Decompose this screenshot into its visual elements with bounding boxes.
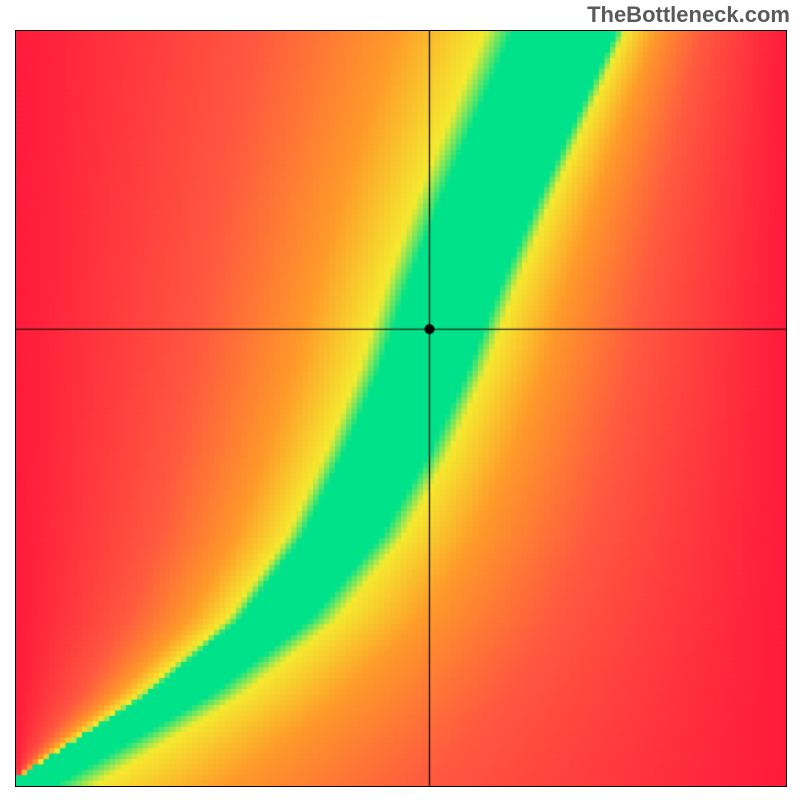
heatmap-canvas	[16, 31, 786, 786]
watermark-text: TheBottleneck.com	[587, 2, 790, 28]
bottleneck-heatmap	[15, 30, 787, 787]
